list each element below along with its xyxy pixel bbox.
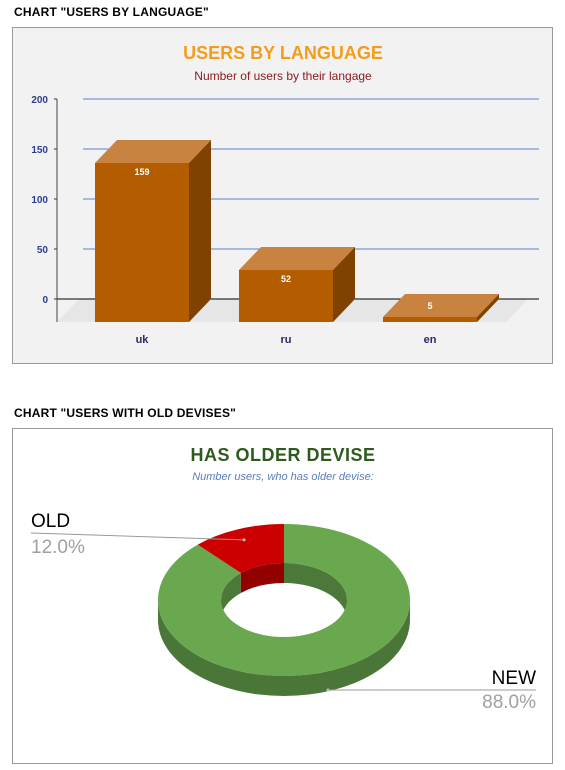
donut	[158, 524, 411, 696]
bar-ru: 52	[239, 247, 355, 322]
y-tick-label: 100	[31, 195, 48, 206]
chart-title: USERS BY LANGUAGE	[183, 43, 383, 63]
slice-wall-new	[158, 600, 410, 696]
label-old-percent: 12.0%	[31, 537, 85, 558]
slice-inner-wall-old	[240, 563, 284, 594]
chart-subtitle: Number users, who has older devise:	[192, 471, 374, 483]
x-tick-label: ru	[281, 334, 292, 346]
users-by-language-chart: USERS BY LANGUAGE Number of users by the…	[12, 27, 553, 364]
bars: 159 52 5	[95, 140, 499, 322]
slice-old	[197, 524, 284, 574]
x-tick-label: uk	[136, 334, 150, 346]
bar-top	[95, 140, 211, 163]
y-tick-label: 0	[42, 295, 48, 306]
bar-value-label: 159	[134, 167, 149, 177]
y-tick-label: 150	[31, 145, 48, 156]
bar-front	[383, 317, 477, 322]
y-tick-label: 200	[31, 95, 48, 106]
bar-chart-svg: USERS BY LANGUAGE Number of users by the…	[31, 43, 539, 346]
older-devise-chart: HAS OLDER DEVISE Number users, who has o…	[12, 428, 553, 764]
x-axis-labels: uk ru en	[136, 334, 437, 346]
bar-uk: 159	[95, 140, 211, 322]
label-new-percent: 88.0%	[482, 692, 536, 713]
bar-side	[333, 247, 355, 322]
donut-chart-svg: HAS OLDER DEVISE Number users, who has o…	[30, 445, 536, 713]
y-axis-ticks: 0 50 100 150 200	[31, 95, 58, 322]
bar-value-label: 52	[281, 274, 291, 284]
slice-inner-wall-new	[284, 563, 347, 620]
bar-value-label: 5	[427, 301, 432, 311]
bar-side	[189, 140, 211, 322]
label-new-name: NEW	[492, 668, 536, 689]
slice-new	[158, 524, 411, 676]
chart1-section-title: CHART "USERS BY LANGUAGE"	[14, 5, 209, 19]
bar-side	[477, 294, 499, 322]
bar-top	[239, 247, 355, 270]
y-tick-label: 50	[37, 245, 49, 256]
leader-dot-new	[326, 688, 330, 692]
bar-front	[239, 270, 333, 322]
chart-subtitle: Number of users by their langage	[194, 69, 372, 83]
bar-en: 5	[383, 294, 499, 322]
x-tick-label: en	[424, 334, 437, 346]
leader-dot-old	[242, 538, 246, 542]
chart2-section-title: CHART "USERS WITH OLD DEVISES"	[14, 406, 237, 420]
leader-line-old	[30, 532, 245, 541]
chart-title: HAS OLDER DEVISE	[190, 445, 375, 465]
bar-front	[95, 163, 189, 322]
bar-top	[383, 294, 499, 317]
slice-labels: OLD 12.0% NEW 88.0%	[30, 511, 536, 713]
label-old-name: OLD	[31, 511, 70, 532]
slice-inner-wall-new	[221, 573, 241, 620]
